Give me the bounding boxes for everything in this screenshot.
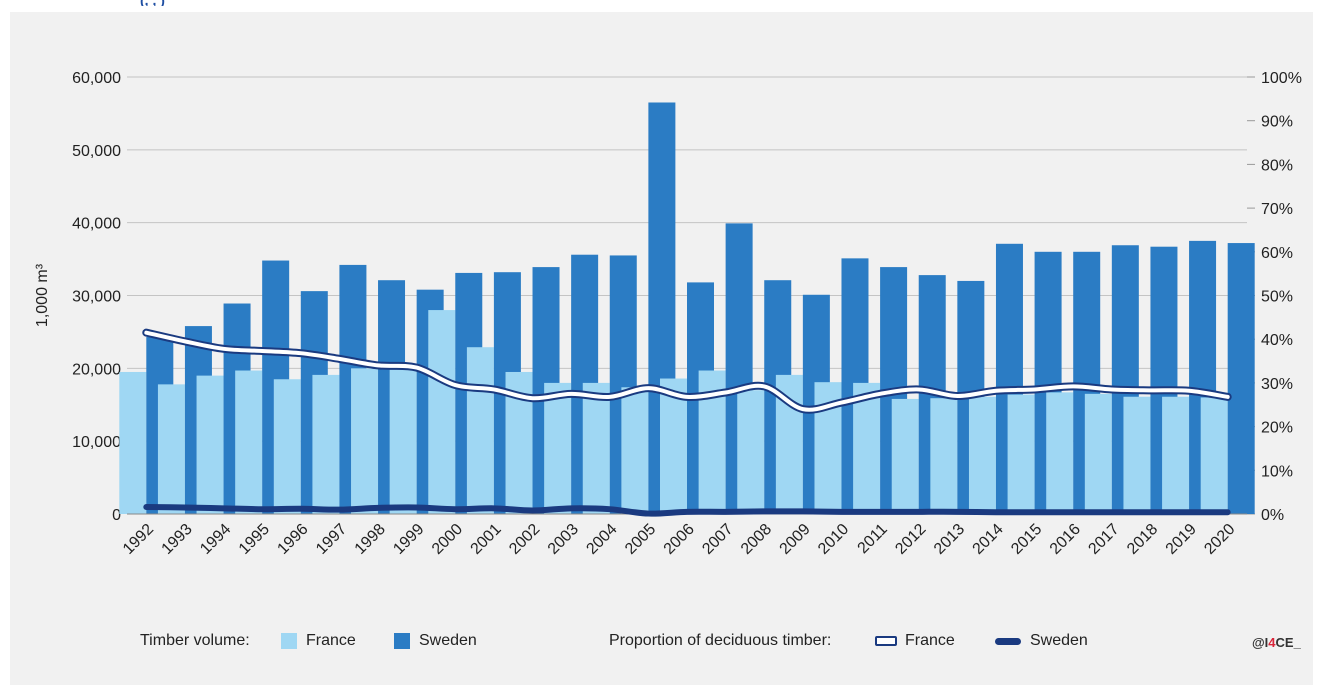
- bar-france-2016: [1046, 392, 1074, 514]
- x-tick-label: 2010: [815, 521, 852, 558]
- y-tick-label: 30,000: [72, 289, 121, 306]
- bar-france-2020: [1200, 397, 1228, 514]
- x-tick-label: 2004: [583, 521, 620, 558]
- x-tick-label: 1993: [159, 521, 196, 558]
- bar-france-1999: [389, 367, 417, 514]
- bar-france-2014: [968, 396, 996, 514]
- x-tick-label: 2012: [892, 521, 929, 558]
- x-tick-label: 2019: [1163, 521, 1200, 558]
- bars-group: [119, 102, 1255, 515]
- legend-volume-france-swatch: [281, 633, 297, 649]
- bar-france-2004: [582, 382, 610, 514]
- bar-france-2012: [891, 398, 919, 514]
- bar-france-1996: [273, 379, 301, 514]
- line-sweden: [143, 504, 1231, 517]
- bar-france-2018: [1123, 396, 1151, 514]
- x-tick-label: 2018: [1124, 521, 1161, 558]
- y2-tick-label: 30%: [1261, 376, 1293, 393]
- x-tick-label: 2015: [1008, 521, 1045, 558]
- bar-france-2000: [428, 310, 456, 514]
- header-fragment: (, , ): [140, 0, 390, 6]
- x-tick-label: 2020: [1201, 521, 1238, 558]
- y2-tick-label: 100%: [1261, 70, 1302, 87]
- bar-sweden-2020: [1227, 243, 1255, 514]
- legend-proportion-sweden-label: Sweden: [1030, 632, 1088, 649]
- bar-france-2005: [621, 387, 649, 514]
- y-tick-label: 60,000: [72, 70, 121, 87]
- legend-volume-france: France: [281, 632, 356, 650]
- x-tick-label: 1997: [313, 521, 350, 558]
- credit-prefix: @I: [1252, 635, 1269, 650]
- y2-tick-label: 0%: [1261, 507, 1284, 524]
- bar-france-2015: [1007, 394, 1035, 514]
- x-tick-label: 2005: [622, 521, 659, 558]
- x-tick-label: 1999: [390, 521, 427, 558]
- bar-france-1993: [157, 384, 185, 514]
- y2-tick-label: 90%: [1261, 114, 1293, 131]
- legend: Timber volume: France Sweden Proportion …: [140, 632, 1310, 652]
- y-tick-label: 20,000: [72, 361, 121, 378]
- legend-volume-sweden: Sweden: [394, 632, 477, 650]
- credit: @I4CE_: [1252, 635, 1301, 650]
- y2-tick-label: 80%: [1261, 157, 1293, 174]
- y2-tick-label: 60%: [1261, 245, 1293, 262]
- x-tick-label: 2003: [545, 521, 582, 558]
- bar-france-2017: [1084, 393, 1112, 514]
- x-tick-label: 2009: [777, 521, 814, 558]
- credit-suffix: CE_: [1275, 635, 1301, 650]
- legend-proportion-france-swatch: [875, 636, 897, 646]
- x-tick-label: 2014: [970, 521, 1007, 558]
- bar-france-2011: [853, 382, 881, 514]
- bar-france-2019: [1162, 396, 1190, 514]
- x-tick-label: 1994: [197, 521, 234, 558]
- x-tick-label: 2008: [738, 521, 775, 558]
- x-tick-label: 2016: [1047, 521, 1084, 558]
- bar-france-2008: [737, 390, 765, 514]
- legend-volume-sweden-label: Sweden: [419, 632, 477, 649]
- y2-tick-label: 10%: [1261, 463, 1293, 480]
- x-tick-label: 1995: [236, 521, 273, 558]
- y2-tick-label: 70%: [1261, 201, 1293, 218]
- legend-proportion-france: France: [875, 632, 955, 650]
- y-tick-label: 0: [112, 507, 121, 524]
- bar-france-1992: [119, 371, 147, 514]
- bar-france-1998: [351, 368, 379, 514]
- y-tick-label: 40,000: [72, 216, 121, 233]
- credit-four: 4: [1268, 635, 1276, 650]
- y2-tick-label: 50%: [1261, 289, 1293, 306]
- legend-volume-sweden-swatch: [394, 633, 410, 649]
- x-tick-label: 1996: [274, 521, 311, 558]
- legend-volume-label: Timber volume:: [140, 632, 250, 649]
- x-tick-label: 2011: [855, 521, 891, 557]
- bar-france-2006: [660, 378, 687, 514]
- y-tick-label: 10,000: [72, 434, 121, 451]
- x-tick-label: 2007: [699, 521, 736, 558]
- bar-france-2003: [544, 382, 572, 514]
- x-tick-label: 2002: [506, 521, 543, 558]
- legend-volume-france-label: France: [306, 632, 356, 649]
- legend-proportion-france-label: France: [905, 632, 955, 649]
- bar-france-1995: [235, 370, 263, 514]
- y-tick-label: 50,000: [72, 143, 121, 160]
- x-tick-label: 2006: [661, 521, 698, 558]
- y2-tick-label: 40%: [1261, 332, 1293, 349]
- x-tick-label: 1992: [120, 521, 157, 558]
- legend-proportion-sweden: Sweden: [995, 632, 1088, 650]
- x-tick-label: 1998: [352, 521, 389, 558]
- bar-france-2001: [466, 347, 494, 514]
- bar-france-1997: [312, 374, 340, 514]
- line-france-fill: [144, 330, 1230, 412]
- legend-proportion-sweden-swatch: [995, 637, 1021, 645]
- y2-tick-label: 20%: [1261, 420, 1293, 437]
- y-axis-title: 1,000 m³: [34, 263, 51, 327]
- header-strip: (, , ): [0, 0, 1323, 12]
- x-tick-label: 2001: [468, 521, 505, 558]
- x-tick-label: 2013: [931, 521, 968, 558]
- bar-france-2013: [930, 398, 958, 514]
- bar-france-1994: [196, 375, 224, 514]
- x-tick-label: 2000: [429, 521, 466, 558]
- legend-proportion-label: Proportion of deciduous timber:: [609, 632, 832, 649]
- x-tick-label: 2017: [1085, 521, 1122, 558]
